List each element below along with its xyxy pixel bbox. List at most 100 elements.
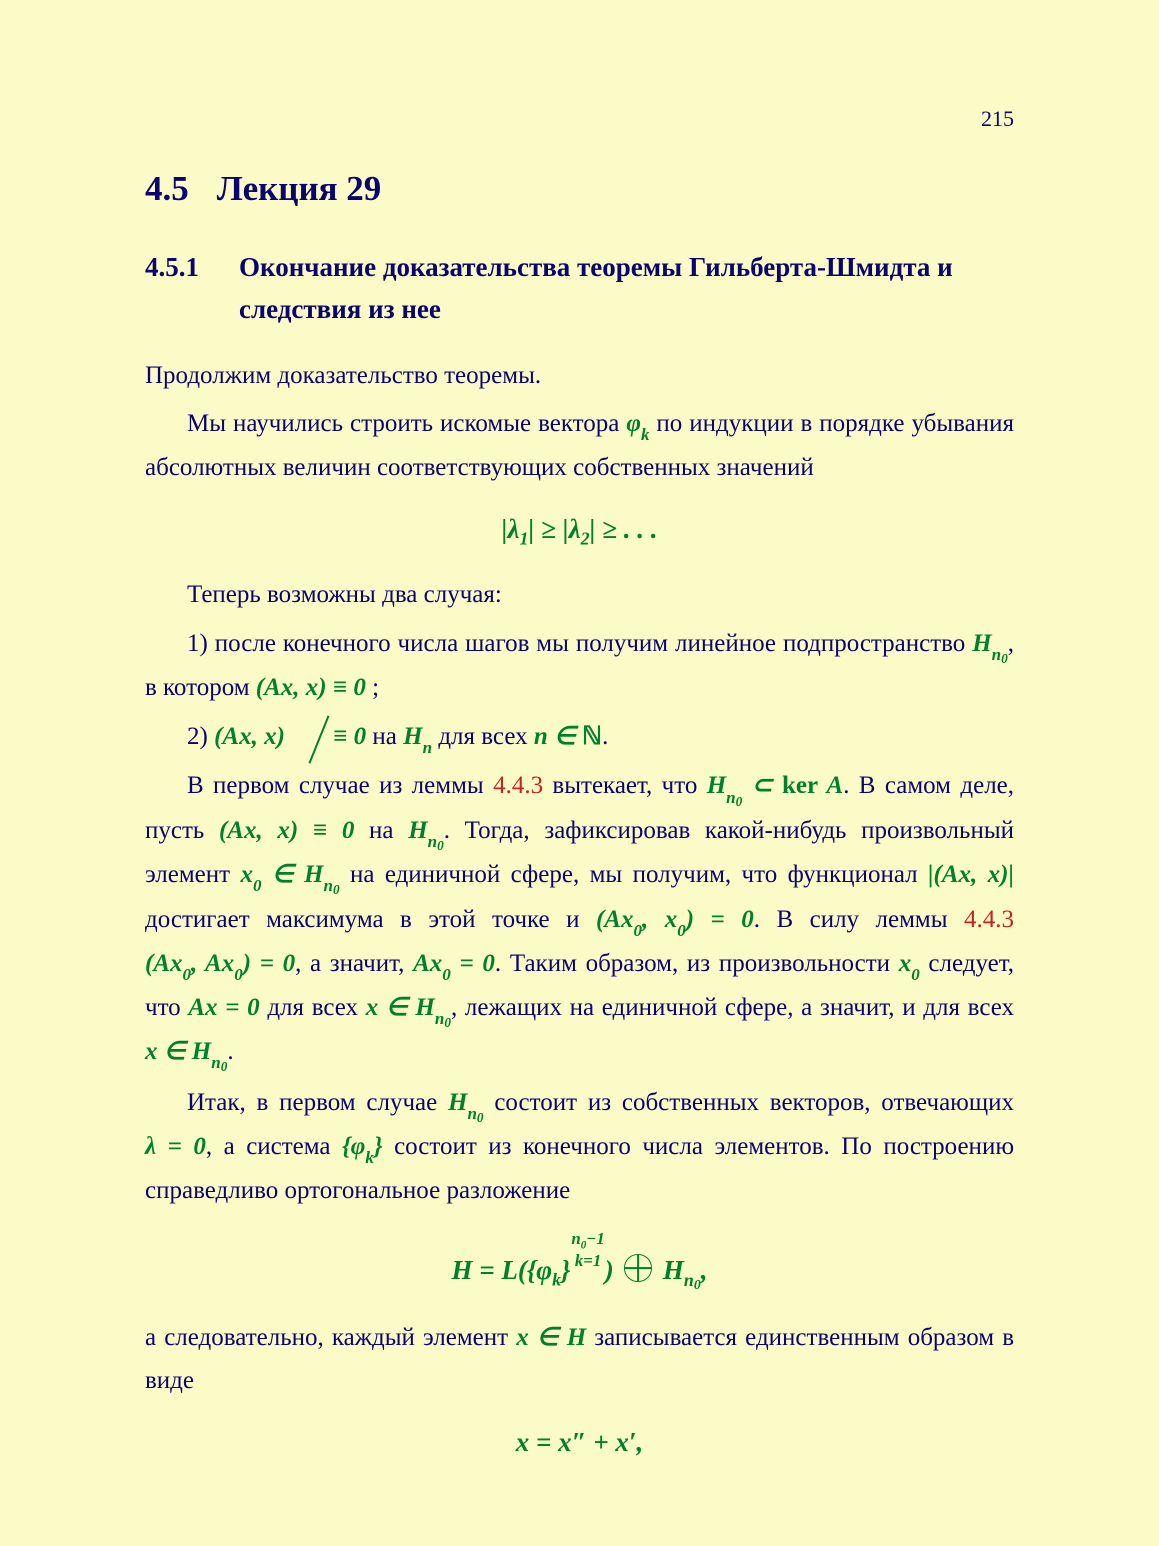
math-sub: n0 <box>435 1009 451 1028</box>
lemma-ref[interactable]: 4.4.3 <box>493 772 543 799</box>
math-sym: H = <box>452 1255 502 1285</box>
math-sym: ℕ <box>582 723 602 750</box>
math-subsub: 0 <box>437 838 444 853</box>
list-item: 1) после конечного числа шагов мы получи… <box>145 623 1014 710</box>
math-sub: n0 <box>992 645 1008 664</box>
text: состоит из собственных векторов, отвечаю… <box>484 1089 1014 1116</box>
math-inline: x0 <box>899 950 920 977</box>
math-sym: ) = 0 <box>686 906 754 933</box>
math-subsub: 0 <box>736 793 743 808</box>
math-sym: = 0 <box>451 950 495 977</box>
display-equation: |λ1| ≥ |λ2| ≥ . . . <box>145 507 1014 554</box>
math-subsub: 0 <box>694 1278 701 1293</box>
math-cal: L <box>501 1255 518 1285</box>
text: для всех <box>432 723 534 750</box>
math-subsub: 0 <box>221 1059 228 1074</box>
paragraph: Продолжим доказательство теоремы. <box>145 355 1014 398</box>
text: 1) после конечного числа шагов мы получи… <box>187 630 972 657</box>
math-sub: 0 <box>911 965 920 984</box>
fraction-limits: n0−1k=1 <box>571 1230 604 1269</box>
paragraph: Теперь возможны два случая: <box>145 574 1014 617</box>
math-sub: n0 <box>428 832 444 851</box>
text: , а система <box>206 1133 342 1160</box>
math-inline: |(Ax, x)| <box>928 861 1014 888</box>
math-sym: H <box>408 817 427 844</box>
text: достигает максимума в этой точке и <box>145 906 596 933</box>
text: , лежащих на единичной сфере, а значит, … <box>451 994 1014 1021</box>
text: . <box>602 723 608 750</box>
text: на <box>366 723 403 750</box>
math-inline: Ax = 0 <box>188 994 259 1021</box>
math-sub: 0 <box>677 921 686 940</box>
subsection-heading: 4.5.1Окончание доказательства теоремы Ги… <box>145 247 1014 331</box>
section-title: Лекция 29 <box>217 169 382 208</box>
math-sub-sym: n <box>435 1009 444 1028</box>
math-sym: 0 <box>354 723 367 750</box>
math-subsub: 0 <box>477 1109 484 1124</box>
math-inline: n ∈ ℕ <box>534 723 602 750</box>
math-sub: n0 <box>467 1104 483 1123</box>
math-inline: x ∈ Hn0 <box>366 994 451 1021</box>
math-inline: (Ax0, x0) = 0 <box>596 906 754 933</box>
math-sym: (Ax <box>596 906 634 933</box>
text: на единичной сфере, мы получим, что функ… <box>340 861 928 888</box>
math-inline: x0 ∈ Hn0 <box>240 861 339 888</box>
lemma-ref[interactable]: 4.4.3 <box>964 906 1014 933</box>
math-sym: H <box>656 1255 684 1285</box>
math-subsub: 0 <box>333 882 340 897</box>
subsection-number: 4.5.1 <box>145 247 239 289</box>
paragraph: В первом случае из леммы 4.4.3 вытекает,… <box>145 765 1014 1075</box>
math-sub: 0 <box>633 921 642 940</box>
math-inline: Hn0 <box>408 817 444 844</box>
text: а следовательно, каждый элемент <box>145 1324 516 1351</box>
math-inline: φk <box>626 410 649 437</box>
math-sub: 0 <box>442 965 451 984</box>
math-inline: (Ax, x) ≡ 0 <box>256 674 366 701</box>
section-heading: 4.5Лекция 29 <box>145 159 1014 219</box>
math-sym: H <box>972 630 991 657</box>
math-sub: 0 <box>253 876 262 895</box>
math-sub-sym: n <box>992 645 1001 664</box>
math-sym: (Ax, x) <box>214 723 285 750</box>
frac-top: n0−1 <box>571 1230 604 1252</box>
text: В первом случае из леммы <box>187 772 493 799</box>
math-inline: (Ax, x) ≡ 0 <box>219 817 354 844</box>
math-inline: x ∈ H <box>516 1324 586 1351</box>
text: . Таким образом, из произвольности <box>495 950 899 977</box>
math-inline: λ = 0 <box>145 1133 206 1160</box>
math-subsub: 0 <box>1001 651 1008 666</box>
text: на <box>354 817 408 844</box>
math-inline: Ax0 = 0 <box>413 950 495 977</box>
not-equiv-icon: ≡ <box>291 716 347 759</box>
math-inline: Hn0 ⊂ ker A <box>707 772 843 799</box>
math-sub: n <box>423 738 432 757</box>
math-sym: x <box>240 861 253 888</box>
math-sub-sym: n <box>323 876 332 895</box>
math-inline: {φk} <box>342 1133 383 1160</box>
text: 2) <box>187 723 214 750</box>
page-number: 215 <box>145 100 1014 137</box>
math-sym: , x <box>642 906 677 933</box>
math-inline: x ∈ Hn0 <box>145 1038 227 1065</box>
math-sub: k <box>365 1148 374 1167</box>
text: Итак, в первом случае <box>187 1089 448 1116</box>
display-equation: H = L({φk}n0−1k=1) Hn0, <box>145 1230 1014 1297</box>
text: , а значит, <box>295 950 413 977</box>
text: для всех <box>260 994 366 1021</box>
math-sub-sym: n <box>211 1053 220 1072</box>
math-sym: x ∈ H <box>366 994 435 1021</box>
text: вытекает, что <box>543 772 707 799</box>
math-sym: ) <box>605 1255 621 1285</box>
math-sub: 0 <box>234 965 243 984</box>
subsection-title: Окончание доказательства теоремы Гильбер… <box>239 247 1008 331</box>
math-sub: 0 <box>183 965 192 984</box>
math-sym: ({φ <box>518 1255 552 1285</box>
math-inline: Hn <box>403 723 432 750</box>
list-item: 2) (Ax, x) ≡ 0 на Hn для всех n ∈ ℕ. <box>145 716 1014 760</box>
math-sym: Ax <box>413 950 442 977</box>
math-sym: ) = 0 <box>243 950 295 977</box>
paragraph: Мы научились строить искомые вектора φk … <box>145 403 1014 489</box>
math-sym: x ∈ H <box>145 1038 211 1065</box>
text: Теперь возможны два случая: <box>187 581 502 608</box>
math-sym: , <box>701 1255 708 1285</box>
